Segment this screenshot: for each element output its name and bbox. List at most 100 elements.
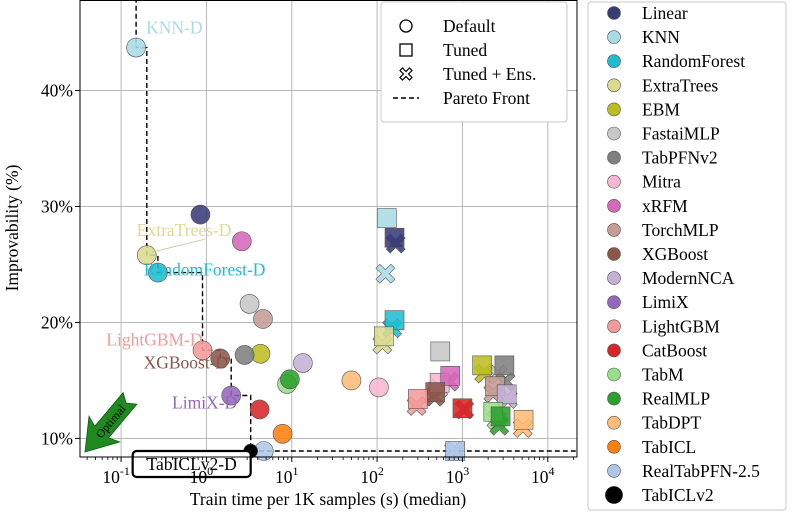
legend-swatch-modernnca: [607, 271, 621, 285]
legend-swatch-catboost: [607, 343, 621, 358]
legend-label: TabICL: [642, 437, 696, 457]
annotation-label: LightGBM-D: [106, 329, 202, 349]
point-tabicl-default: [272, 424, 293, 444]
marker-legend-label: Tuned + Ens.: [443, 64, 536, 84]
y-tick-label: 40%: [41, 80, 73, 100]
x-tick-exponent: 4: [549, 464, 555, 478]
legend-label: Linear: [642, 3, 688, 23]
legend-swatch-ebm: [607, 102, 621, 117]
legend-label: TabM: [642, 365, 684, 385]
point-lightgbm-default: [192, 340, 213, 361]
optimal-arrow: [84, 391, 138, 453]
y-axis-label: Improvability (%): [2, 164, 22, 291]
point-randomforest-default: [148, 262, 168, 283]
optimal-arrow-group: Optimal: [84, 391, 138, 453]
point-xrfm-tuned: [440, 366, 461, 386]
legend-circle-marker: [399, 19, 413, 33]
legend-label: RealMLP: [642, 389, 710, 409]
legend-swatch-torchmlp: [607, 223, 621, 237]
marker-legend-label: Pareto Front: [443, 88, 530, 108]
point-knn-tuned-ens: [375, 263, 396, 284]
legend-swatch-extratrees: [607, 78, 621, 93]
x-tick-exponent: -1: [120, 464, 130, 478]
x-tick-exponent: 2: [378, 464, 384, 478]
legend-label: XGBoost: [642, 244, 708, 264]
legend-label: TorchMLP: [642, 220, 719, 240]
x-tick-exponent: 1: [293, 464, 299, 478]
annotation-label: LimiX-D: [172, 393, 237, 413]
point-tabpfnv2-tuned: [494, 355, 515, 376]
x-tick-label: 10-1: [102, 464, 129, 487]
legend-label: LimiX: [642, 292, 689, 312]
legend-label: TabPFNv2: [642, 148, 718, 168]
point-fastaimlp-default: [239, 294, 260, 314]
point-linear-tuned: [384, 227, 405, 248]
legend-label: TabICLv2: [642, 485, 714, 505]
point-annotations: KNN-D ExtraTrees-D RandomForest-D LightGBM-…: [106, 18, 266, 479]
point-modernnca-default: [293, 353, 313, 373]
legend-swatch-mitra: [607, 174, 621, 189]
axis-labels: Train time per 1K samples (s) (median) I…: [2, 164, 466, 509]
point-extratrees-default: [136, 245, 157, 265]
point-tabdpt-default: [341, 370, 362, 391]
x-axis-label: Train time per 1K samples (s) (median): [190, 489, 467, 509]
y-tick-label: 10%: [41, 428, 73, 448]
point-tabpfnv2-default: [234, 345, 255, 365]
point-randomforest-tuned: [384, 310, 405, 330]
legend-square-marker: [399, 43, 413, 57]
legend-swatch-lightgbm: [607, 319, 621, 334]
legend-swatch-tabiclv2: [605, 486, 623, 504]
axes-frame: [79, 0, 578, 458]
x-tick-label: 102: [360, 464, 384, 487]
legend-label: Mitra: [642, 172, 681, 192]
point-xgboost-default: [210, 348, 230, 369]
legend-swatch-limix: [607, 295, 621, 310]
annotation-label: ExtraTrees-D: [137, 220, 232, 240]
x-tick-label: 104: [531, 464, 555, 487]
legend-swatch-realmlp: [607, 391, 621, 406]
legend-swatch-linear: [607, 6, 621, 20]
point-extratrees-tuned: [374, 326, 394, 347]
point-tabdpt-tuned: [513, 410, 534, 430]
marker-legend-box: [380, 1, 568, 123]
point-catboost-default: [249, 399, 270, 420]
point-ebm-tuned: [472, 355, 492, 376]
point-knn-tuned: [377, 208, 397, 228]
legend-label: TabDPT: [642, 413, 701, 433]
legend-label: RealTabPFN-2.5: [642, 461, 760, 481]
legend-swatch-tabpfnv2: [607, 150, 621, 165]
point-limix-default: [221, 385, 241, 406]
marker-legend-label: Default: [443, 16, 496, 36]
point-fastaimlp-tuned: [430, 341, 451, 362]
plot-area-border: [79, 0, 578, 458]
legend-swatch-realtabpfn-2-5: [607, 464, 621, 478]
point-mitra-default: [369, 377, 389, 398]
point-torchmlp-default: [253, 309, 273, 329]
legend-swatch-randomforest: [607, 54, 621, 69]
legend-label: ExtraTrees: [642, 75, 718, 95]
point-lightgbm-tuned: [408, 389, 428, 409]
legend-cross-marker: [399, 67, 413, 81]
y-tick-label: 20%: [41, 312, 73, 332]
legend-label: CatBoost: [642, 340, 707, 360]
point-realmlp-default: [280, 369, 300, 390]
x-tick-exponent: 0: [207, 464, 213, 478]
point-modernnca-tuned: [496, 384, 517, 405]
annotation-label: TabICLv2-D: [147, 454, 237, 474]
legend-label: xRFM: [642, 196, 688, 216]
legend-label: KNN: [642, 27, 680, 47]
x-tick-label: 100: [190, 464, 214, 487]
legend-swatch-knn: [607, 30, 621, 44]
series-legend-box: [587, 1, 787, 511]
legend-label: FastaiMLP: [642, 124, 720, 144]
legend-swatch-xgboost: [607, 247, 621, 261]
legend-label: ModernNCA: [642, 268, 735, 288]
annotation-label: RandomForest-D: [144, 260, 266, 280]
annotation-label: XGBoost-D: [144, 352, 229, 372]
legend-swatch-fastaimlp: [607, 126, 621, 141]
point-xrfm-default: [232, 231, 252, 252]
data-points: [126, 37, 534, 461]
marker-legend-label: Tuned: [443, 40, 487, 60]
